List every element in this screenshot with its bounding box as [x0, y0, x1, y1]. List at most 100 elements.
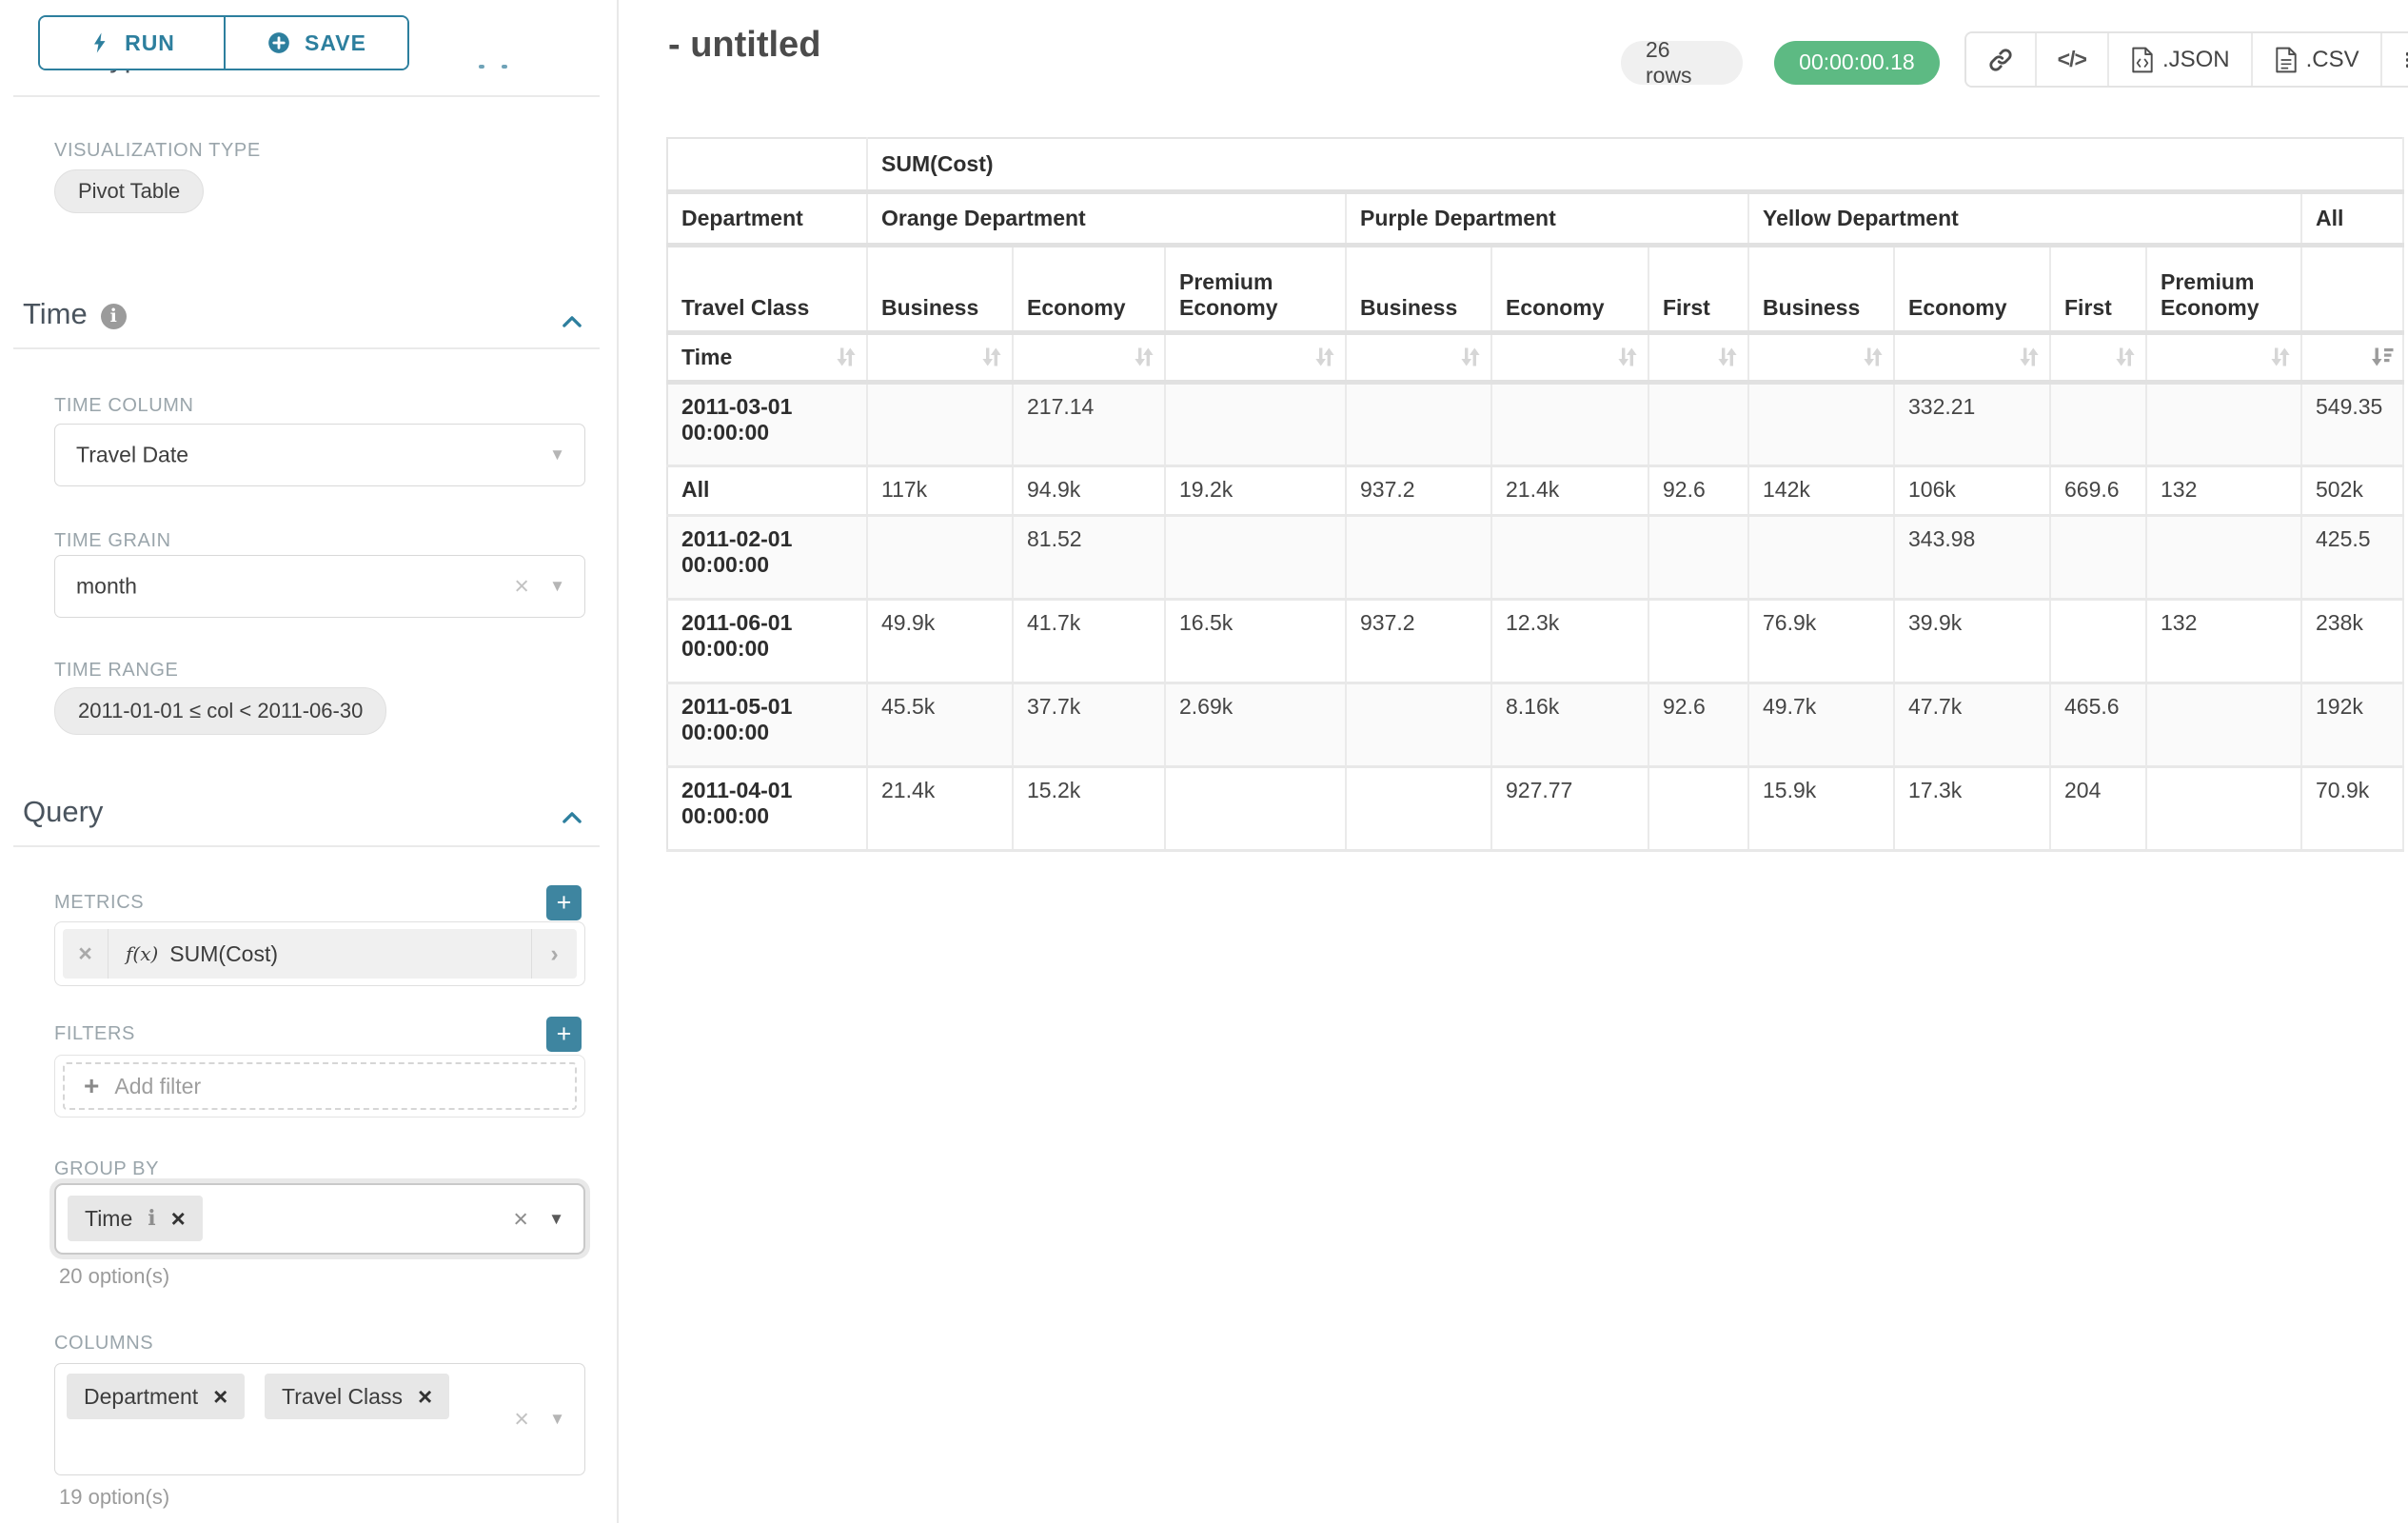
visualization-type-pill[interactable]: Pivot Table	[54, 169, 205, 213]
export-json-button[interactable]: .JSON	[2106, 33, 2251, 86]
sort-icon[interactable]	[1458, 345, 1483, 369]
pivot-cell: 21.4k	[867, 766, 1014, 850]
control-panel: Chart Type RUN SAVE VISUALIZATION TYPE P…	[0, 0, 619, 1523]
sort-icon[interactable]	[979, 345, 1004, 369]
pivot-cell	[1165, 382, 1347, 465]
pivot-sort-header[interactable]	[1013, 332, 1166, 382]
info-icon[interactable]: i	[148, 1206, 156, 1231]
share-link-button[interactable]	[1965, 33, 2035, 86]
sort-icon[interactable]	[1615, 345, 1640, 369]
pivot-travel-class-header: First	[1648, 245, 1749, 332]
clear-icon[interactable]: ×	[514, 1404, 529, 1434]
pivot-sort-header[interactable]	[2301, 332, 2405, 382]
collapse-section-icon[interactable]	[559, 804, 585, 831]
pivot-cell	[1748, 515, 1895, 599]
pivot-sort-header[interactable]: Time	[667, 332, 868, 382]
query-section-header: Query	[23, 795, 104, 828]
clear-icon[interactable]: ×	[513, 1204, 528, 1233]
pivot-sort-header[interactable]	[2146, 332, 2302, 382]
pivot-metric-header: SUM(Cost)	[867, 138, 2405, 191]
time-grain-select[interactable]: month × ▼	[54, 555, 585, 618]
pivot-sort-header[interactable]	[867, 332, 1014, 382]
pivot-cell	[1165, 766, 1347, 850]
pivot-travel-class-header: First	[2050, 245, 2147, 332]
remove-tag-icon[interactable]: ×	[170, 1204, 186, 1233]
group-by-select[interactable]: Time i × × ▼	[54, 1183, 585, 1255]
metrics-control: × f(x) SUM(Cost) ›	[54, 921, 585, 986]
columns-select[interactable]: Department × Travel Class × × ▼	[54, 1363, 585, 1475]
view-query-button[interactable]: </>	[2034, 33, 2107, 86]
pivot-row-label: All	[667, 465, 868, 515]
plus-icon: +	[84, 1071, 100, 1100]
save-button[interactable]: SAVE	[224, 17, 407, 69]
pivot-sort-header[interactable]	[1748, 332, 1895, 382]
divider	[13, 347, 600, 349]
remove-tag-icon[interactable]: ×	[417, 1382, 433, 1411]
metric-pill[interactable]: × f(x) SUM(Cost) ›	[63, 929, 577, 979]
sort-icon[interactable]	[2017, 345, 2042, 369]
export-csv-button[interactable]: .CSV	[2250, 33, 2380, 86]
sort-desc-icon[interactable]	[2370, 345, 2395, 369]
pivot-cell: 238k	[2301, 599, 2405, 682]
pivot-sort-header[interactable]	[1346, 332, 1492, 382]
menu-button[interactable]	[2379, 33, 2408, 86]
time-column-select[interactable]: Travel Date ▼	[54, 424, 585, 486]
pivot-cell	[1165, 515, 1347, 599]
pivot-sort-header[interactable]	[1165, 332, 1347, 382]
time-range-label: TIME RANGE	[54, 660, 179, 681]
remove-tag-icon[interactable]: ×	[213, 1382, 228, 1411]
pivot-table: SUM(Cost) Department Orange Department Purp…	[666, 137, 2405, 852]
pivot-sort-header[interactable]	[1894, 332, 2051, 382]
pivot-cell: 132	[2146, 599, 2302, 682]
pivot-cell: 37.7k	[1013, 682, 1166, 766]
pivot-row-label: 2011-02-01 00:00:00	[667, 515, 868, 599]
pivot-cell: 49.9k	[867, 599, 1014, 682]
pivot-sort-header[interactable]	[1648, 332, 1749, 382]
add-metric-button[interactable]: +	[546, 885, 582, 920]
pivot-row-label: 2011-04-01 00:00:00	[667, 766, 868, 850]
pivot-cell: 502k	[2301, 465, 2405, 515]
pivot-cell: 549.35	[2301, 382, 2405, 465]
time-range-pill[interactable]: 2011-01-01 ≤ col < 2011-06-30	[54, 687, 387, 735]
pivot-cell: 192k	[2301, 682, 2405, 766]
code-icon: </>	[2057, 47, 2087, 71]
sort-icon[interactable]	[2268, 345, 2293, 369]
run-button[interactable]: RUN	[40, 17, 224, 69]
pivot-cell: 937.2	[1346, 465, 1492, 515]
sort-icon[interactable]	[1715, 345, 1740, 369]
pivot-cell	[2146, 382, 2302, 465]
pivot-cell: 465.6	[2050, 682, 2147, 766]
collapse-section-icon[interactable]	[559, 308, 585, 335]
pivot-cell: 937.2	[1346, 599, 1492, 682]
export-toolbar: </> .JSON .CSV	[1964, 31, 2408, 88]
sort-icon[interactable]	[834, 345, 859, 369]
sort-icon[interactable]	[2113, 345, 2138, 369]
pivot-cell: 8.16k	[1491, 682, 1649, 766]
plus-circle-icon	[266, 30, 291, 55]
add-filter-button[interactable]: + Add filter	[63, 1062, 577, 1110]
hamburger-icon	[2403, 49, 2408, 71]
pivot-cell	[2050, 382, 2147, 465]
result-controls: 26 rows 00:00:00.18 </>	[1621, 31, 2408, 88]
info-icon[interactable]: i	[100, 303, 127, 329]
metric-name: SUM(Cost)	[169, 940, 279, 966]
sort-icon[interactable]	[1132, 345, 1156, 369]
sort-icon[interactable]	[1313, 345, 1337, 369]
pivot-cell: 927.77	[1491, 766, 1649, 850]
add-filter-plus-button[interactable]: +	[546, 1017, 582, 1052]
pivot-cell	[1491, 515, 1649, 599]
pivot-cell: 21.4k	[1491, 465, 1649, 515]
pivot-sort-header[interactable]	[1491, 332, 1649, 382]
clear-icon[interactable]: ×	[514, 571, 529, 601]
pivot-cell: 2.69k	[1165, 682, 1347, 766]
pivot-travel-class-header: Economy	[1894, 245, 2051, 332]
pivot-cell	[1346, 382, 1492, 465]
pivot-sort-header[interactable]	[2050, 332, 2147, 382]
function-icon: f(x)	[126, 942, 159, 965]
pivot-cell: 76.9k	[1748, 599, 1895, 682]
remove-metric-icon[interactable]: ×	[63, 929, 109, 979]
pivot-corner-cell	[667, 138, 868, 191]
chevron-right-icon[interactable]: ›	[531, 929, 577, 979]
sort-icon[interactable]	[1861, 345, 1885, 369]
pivot-cell: 15.9k	[1748, 766, 1895, 850]
